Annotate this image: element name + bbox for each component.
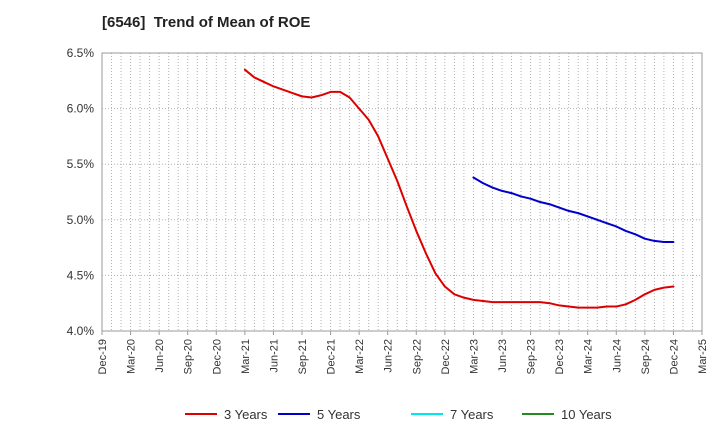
series-line-5-years xyxy=(472,176,675,244)
legend-label-7-years: 7 Years xyxy=(450,407,494,422)
series-line-3-years xyxy=(243,68,675,309)
y-tick-label: 6.5% xyxy=(67,46,95,60)
x-tick-label: Dec-22 xyxy=(440,339,452,374)
plot-area-frame xyxy=(101,52,703,332)
x-tick-label: Dec-21 xyxy=(326,339,338,374)
x-tick-label: Sep-22 xyxy=(411,339,423,374)
x-tick-label: Dec-20 xyxy=(211,339,223,374)
y-tick-label: 6.0% xyxy=(67,102,95,116)
y-tick-label: 5.0% xyxy=(67,213,95,227)
y-tick-label: 4.5% xyxy=(67,268,95,282)
x-tick-label: Sep-23 xyxy=(526,339,538,374)
x-tick-label: Dec-23 xyxy=(554,339,566,374)
x-tick-label: Sep-24 xyxy=(640,339,652,374)
legend-label-3-years: 3 Years xyxy=(224,407,268,422)
series-lines xyxy=(243,68,675,309)
x-tick-label: Sep-20 xyxy=(183,339,195,374)
x-tick-label: Dec-24 xyxy=(668,339,680,374)
x-tick-label: Mar-20 xyxy=(126,339,138,374)
x-tick-label: Mar-22 xyxy=(354,339,366,374)
x-tick-label: Jun-24 xyxy=(611,339,623,373)
legend: 3 Years 5 Years 7 Years 10 Years xyxy=(185,407,612,422)
y-tick-label: 5.5% xyxy=(67,157,95,171)
x-tick-label: Dec-19 xyxy=(97,339,109,374)
x-tick-label: Jun-21 xyxy=(268,339,280,373)
x-tick-label: Jun-23 xyxy=(497,339,509,373)
x-tick-label: Sep-21 xyxy=(297,339,309,374)
y-tick-label: 4.0% xyxy=(67,324,95,338)
x-tick-label: Jun-22 xyxy=(383,339,395,373)
x-tick-label: Mar-24 xyxy=(583,339,595,374)
y-axis: 4.0% 4.5% 5.0% 5.5% 6.0% 6.5% xyxy=(67,46,95,338)
x-tick-label: Mar-25 xyxy=(697,339,709,374)
legend-label-10-years: 10 Years xyxy=(561,407,612,422)
x-tick-label: Mar-21 xyxy=(240,339,252,374)
legend-label-5-years: 5 Years xyxy=(317,407,361,422)
x-tick-label: Jun-20 xyxy=(154,339,166,373)
grid-lines xyxy=(102,53,702,331)
chart-title: [6546] Trend of Mean of ROE xyxy=(102,14,311,31)
x-tick-label: Mar-23 xyxy=(468,339,480,374)
x-axis: Dec-19 Mar-20 Jun-20 Sep-20 Dec-20 Mar-21 Jun-… xyxy=(97,331,709,374)
